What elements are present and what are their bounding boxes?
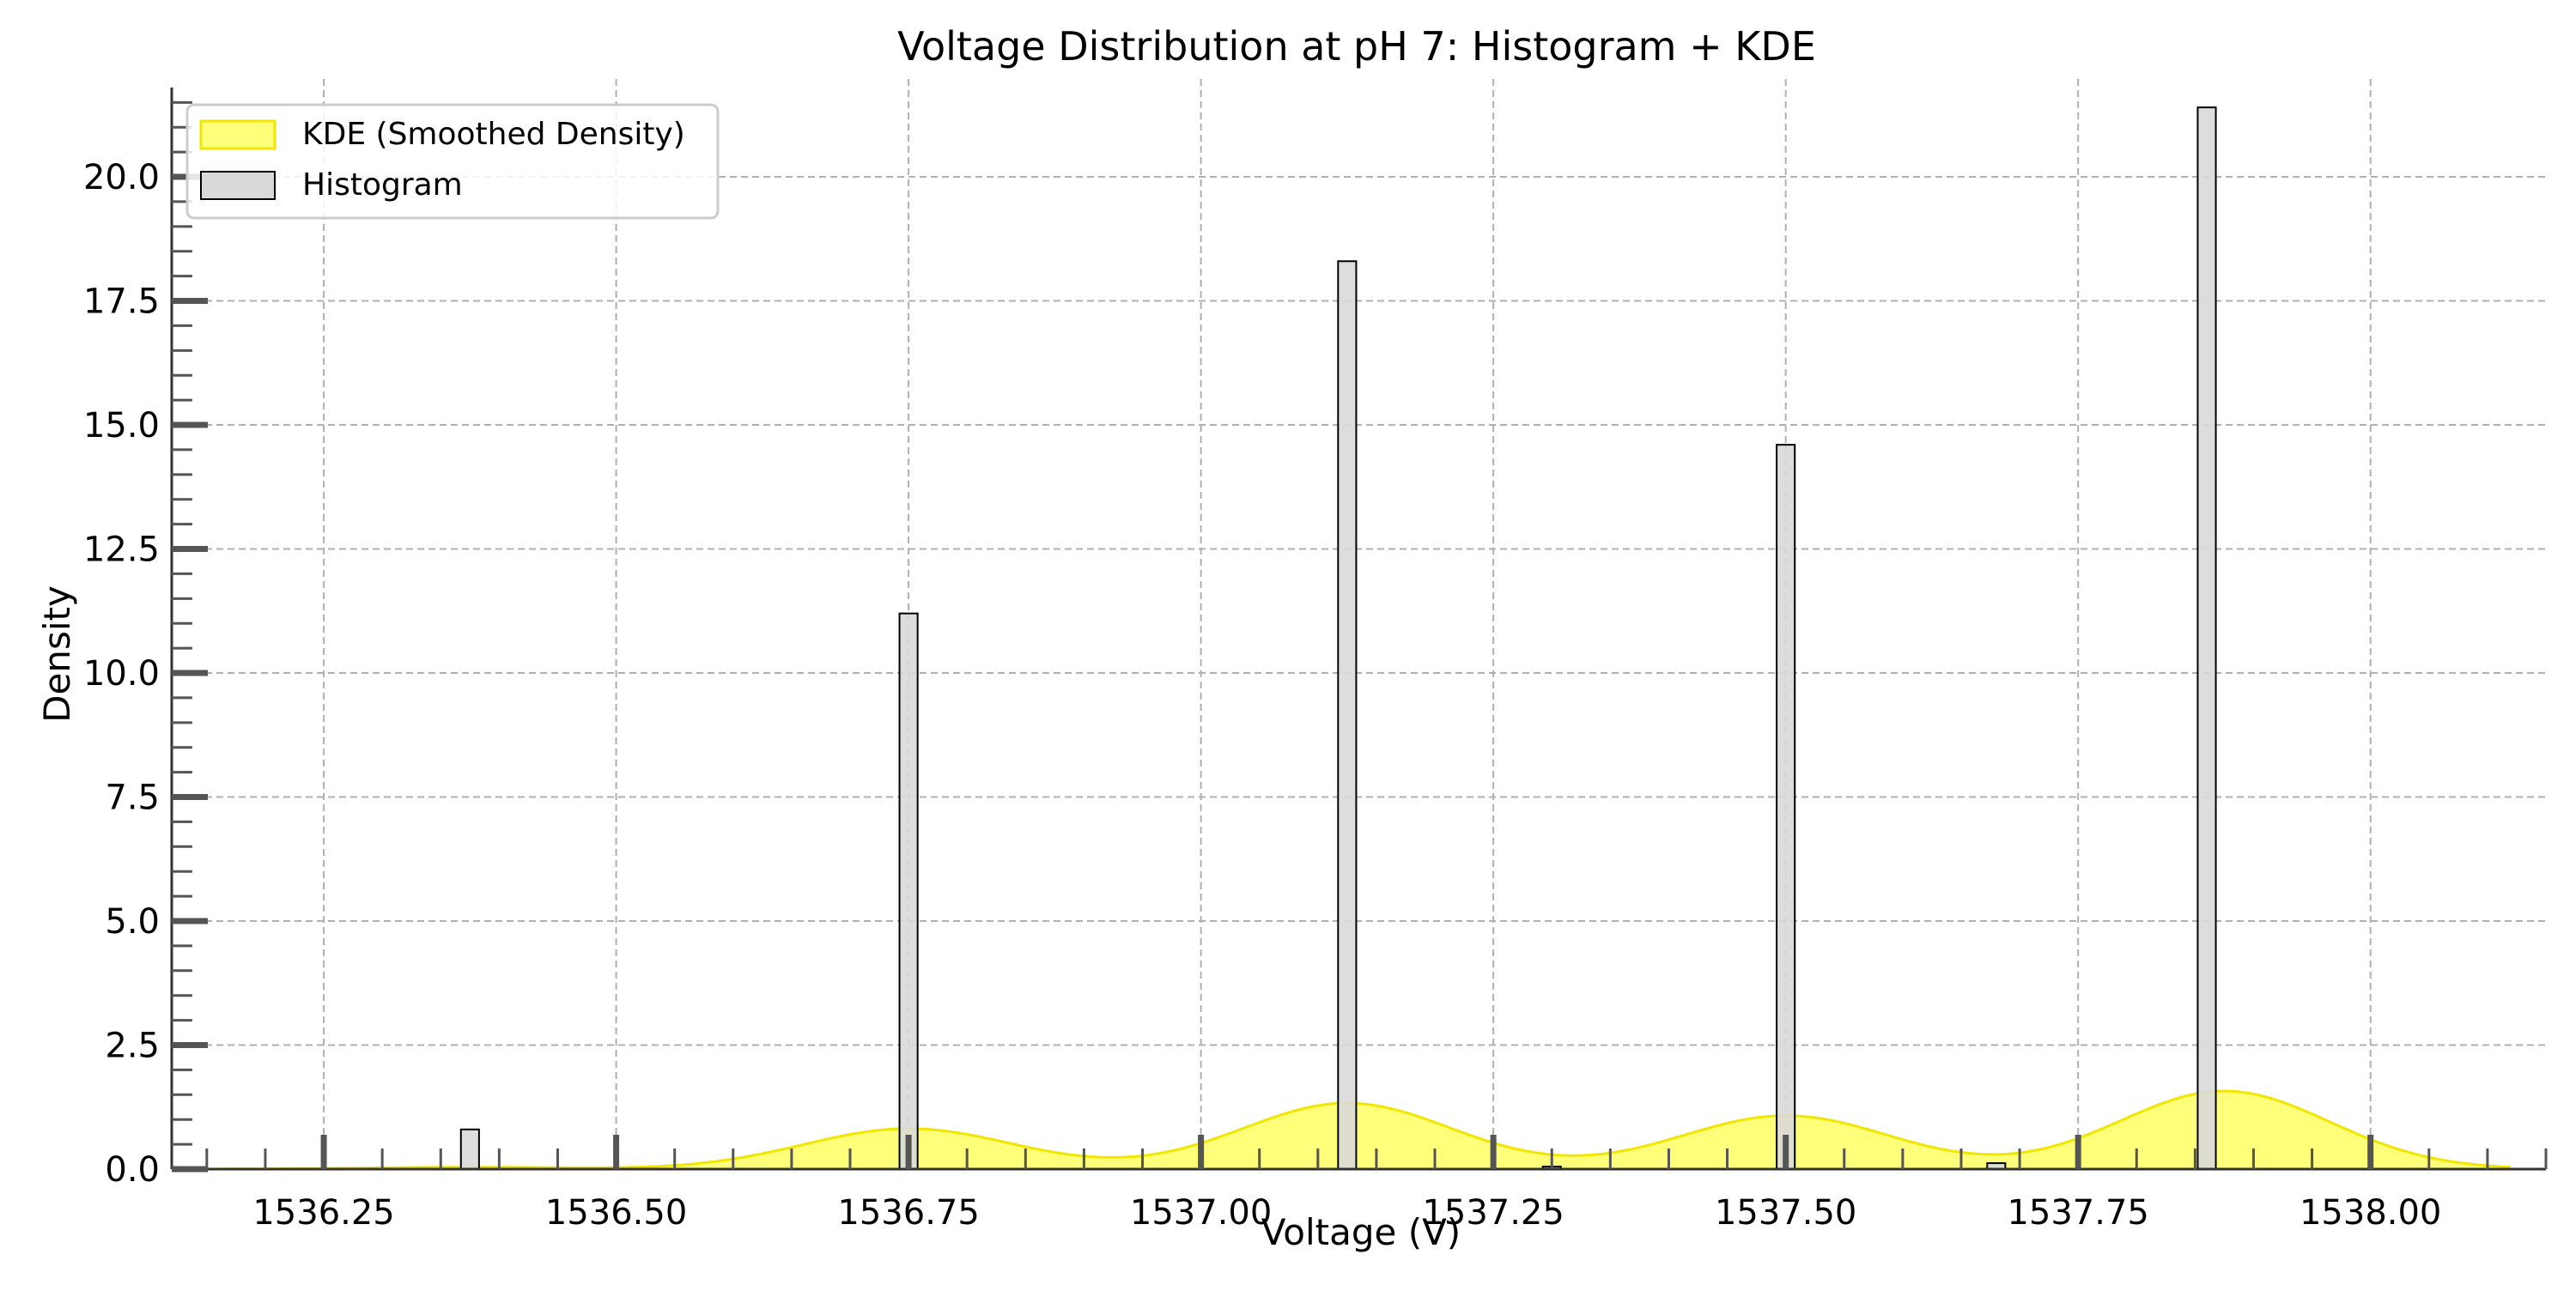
- x-tick-label-6: 1537.75: [2007, 1193, 2148, 1233]
- histogram-bar-0: [459, 1128, 480, 1171]
- histogram-bars-layer: [459, 106, 2217, 1171]
- y-tick-label-1: 2.5: [105, 1027, 160, 1066]
- y-tick-label-0: 0.0: [105, 1150, 160, 1190]
- y-axis-label: Density: [36, 585, 78, 723]
- y-tick-label-2: 5.0: [105, 902, 160, 942]
- grid-lines: [172, 79, 2546, 1169]
- axes: [170, 88, 2546, 1171]
- histogram-bar-1: [898, 612, 919, 1170]
- y-tick-label-4: 10.0: [83, 654, 160, 694]
- x-axis-label: Voltage (V): [1261, 1211, 1461, 1253]
- y-tick-label-5: 12.5: [83, 530, 160, 570]
- legend-box: [185, 103, 720, 220]
- y-tick-label-3: 7.5: [105, 779, 160, 818]
- histogram-bar-4: [1776, 444, 1796, 1170]
- y-tick-label-8: 20.0: [83, 158, 160, 197]
- histogram-bar-6: [2196, 106, 2217, 1170]
- x-tick-label-2: 1536.75: [837, 1193, 979, 1233]
- x-tick-label-7: 1538.00: [2300, 1193, 2441, 1233]
- x-tick-label-1: 1536.50: [545, 1193, 687, 1233]
- y-tick-label-7: 17.5: [83, 282, 160, 322]
- legend-kde-label: KDE (Smoothed Density): [302, 117, 685, 152]
- tick-marks: [172, 100, 2548, 1173]
- tick-labels: 1536.25 1536.50 1536.75 1537.00 1537.25 1537.…: [83, 158, 2441, 1233]
- legend: KDE (Smoothed Density) Histogram: [185, 103, 720, 220]
- legend-histogram-label: Histogram: [302, 167, 463, 203]
- x-tick-label-0: 1536.25: [252, 1193, 394, 1233]
- x-tick-label-3: 1537.00: [1130, 1193, 1272, 1233]
- histogram-bar-2: [1337, 260, 1358, 1170]
- y-tick-label-6: 15.0: [83, 406, 160, 445]
- x-tick-label-4: 1537.25: [1422, 1193, 1564, 1233]
- x-tick-label-5: 1537.50: [1715, 1193, 1856, 1233]
- legend-histogram-swatch: [200, 171, 276, 200]
- legend-kde-swatch: [199, 119, 276, 150]
- chart-title: Voltage Distribution at pH 7: Histogram …: [897, 23, 1816, 70]
